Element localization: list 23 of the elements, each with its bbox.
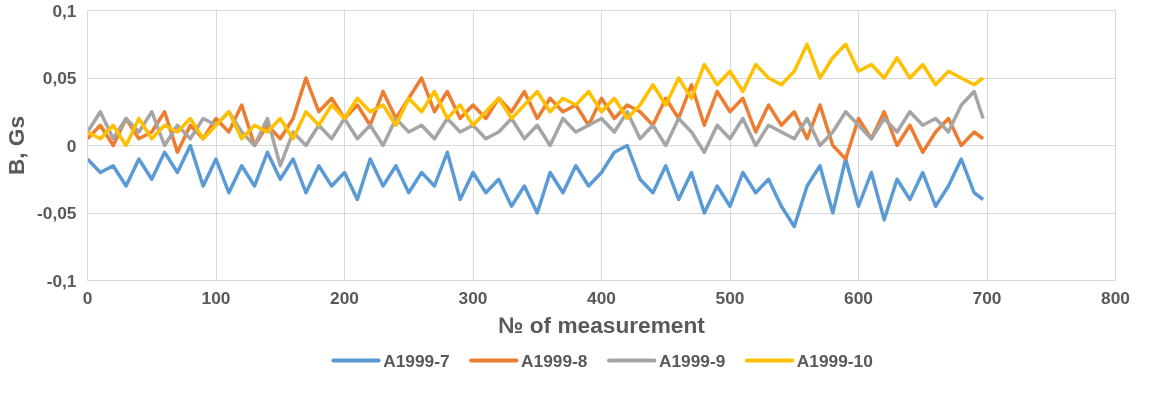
line-series bbox=[87, 42, 985, 148]
legend-label: A1999-7 bbox=[383, 350, 450, 371]
y-tick-label: -0,05 bbox=[37, 203, 77, 223]
x-tick-label: 100 bbox=[201, 287, 231, 308]
x-tick-label: 600 bbox=[844, 287, 873, 308]
y-tick-label: -0,1 bbox=[46, 270, 77, 291]
y-tick-label: 0 bbox=[66, 135, 77, 156]
x-tick-label: 0 bbox=[82, 287, 93, 308]
y-axis-title: B, Gs bbox=[3, 115, 29, 176]
legend-label: A1999-10 bbox=[796, 350, 873, 371]
x-tick-label: 500 bbox=[715, 287, 745, 308]
y-tick-label: 0,05 bbox=[42, 68, 77, 88]
legend-label: A1999-9 bbox=[658, 350, 726, 371]
x-tick-label: 800 bbox=[1101, 287, 1130, 308]
y-tick-label: 0,1 bbox=[52, 0, 77, 21]
line-series bbox=[87, 143, 985, 229]
legend-label: A1999-8 bbox=[521, 350, 588, 371]
x-tick-label: 400 bbox=[587, 287, 616, 308]
x-tick-label: 200 bbox=[330, 287, 359, 308]
x-axis-title: № of measurement bbox=[498, 311, 706, 338]
x-tick-label: 300 bbox=[458, 287, 488, 308]
x-tick-label: 700 bbox=[972, 287, 1002, 308]
line-series bbox=[87, 89, 985, 168]
